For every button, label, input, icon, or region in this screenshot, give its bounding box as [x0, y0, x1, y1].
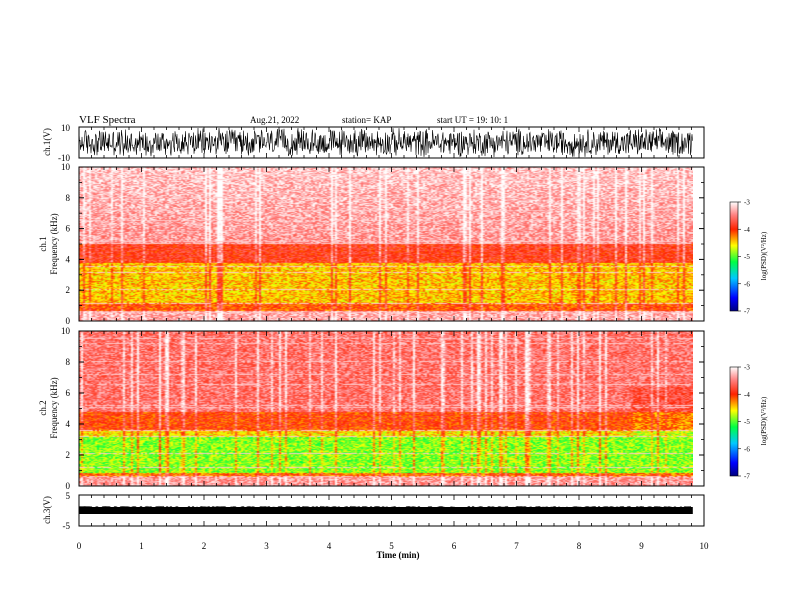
- spectrogram-ch2-panel: 10 8 6 4 2 0 ch.2 Frequency (kHz): [38, 326, 705, 491]
- colorbar-ch1-tick-label: -5: [744, 253, 750, 261]
- figure-title: VLF Spectra: [79, 114, 136, 126]
- spectrogram-ch2-ytick-label: 8: [66, 357, 71, 367]
- spectrogram-ch2-ytick-label: 2: [66, 450, 71, 460]
- time-axis-label: Time (min): [376, 550, 419, 560]
- ch3-wave-ylabel: ch.3(V): [42, 496, 52, 524]
- colorbar-ch2: -3 -4 -5 -6 -7 log(PSD)(V²/Hz): [729, 364, 768, 481]
- ch2-spectro-ylabel-line1: ch.2: [38, 400, 48, 415]
- colorbar-ch1-tick-label: -3: [744, 199, 750, 207]
- time-tick-label: 7: [514, 541, 519, 551]
- date-label: Aug.21, 2022: [250, 115, 299, 125]
- colorbar-ch1-tick-label: -7: [744, 308, 750, 316]
- ch1-ytick-bottom: -10: [58, 153, 70, 163]
- spectrogram-ch2-ytick-label: 4: [66, 419, 71, 429]
- colorbar-ch1-tick-label: -6: [744, 280, 750, 288]
- time-tick-label: 5: [389, 541, 394, 551]
- spectrogram-ch1-ytick-label: 2: [66, 285, 71, 295]
- spectrogram-ch1-ytick-label: 4: [66, 254, 71, 264]
- spectrogram-ch1-image: [79, 167, 693, 321]
- ch3-ytick-bottom: -5: [63, 521, 71, 531]
- time-tick-label: 2: [202, 541, 207, 551]
- time-tick-label: 9: [639, 541, 644, 551]
- waveform-ch3-edge: [78, 505, 692, 509]
- waveform-ch3-trace: [79, 507, 693, 514]
- time-tick-label: 6: [452, 541, 457, 551]
- colorbar-ch2-tick-label: -5: [744, 418, 750, 426]
- spectrogram-ch2-ytick-label: 0: [66, 481, 71, 491]
- ch2-spectro-ylabel-line2: Frequency (kHz): [49, 377, 59, 438]
- colorbar-ch2-tick-label: -6: [744, 445, 750, 453]
- ch1-wave-ylabel: ch.1(V): [42, 128, 52, 156]
- time-tick-label: 8: [577, 541, 582, 551]
- colorbar-ch2-tick-label: -3: [744, 364, 750, 372]
- time-tick-label: 4: [327, 541, 332, 551]
- spectrogram-ch2-image: [79, 331, 693, 486]
- colorbar-ch1-tick-label: -4: [744, 226, 750, 234]
- colorbar-ch2-tick-label: -7: [744, 473, 750, 481]
- ch3-ytick-top: 5: [66, 491, 71, 501]
- time-axis-ticks: [78, 127, 705, 526]
- spectrogram-ch1-ytick-label: 0: [66, 316, 71, 326]
- waveform-ch1-trace: [78, 127, 693, 158]
- station-label: station= KAP: [342, 115, 391, 125]
- time-axis-tick-labels: 0 1 2 3 4 5 6 7 8 9 10: [77, 541, 709, 551]
- time-tick-label: 10: [700, 541, 710, 551]
- spectrogram-ch2-ytick-label: 6: [66, 388, 71, 398]
- spectrogram-ch1-panel: 10 8 6 4 2 0 ch.1 Frequency (kHz): [38, 162, 705, 326]
- start-time-label: start UT = 19: 10: 1: [437, 115, 508, 125]
- spectrogram-ch1-ytick-label: 6: [66, 224, 71, 234]
- ch1-ytick-top: 10: [61, 123, 71, 133]
- time-tick-label: 0: [77, 541, 82, 551]
- ch1-spectro-ylabel-line1: ch.1: [38, 236, 48, 251]
- spectrogram-ch1-ytick-label: 10: [61, 162, 71, 172]
- ch1-spectro-ylabel-line2: Frequency (kHz): [49, 213, 59, 274]
- spectrogram-ch2-ytick-label: 10: [61, 326, 71, 336]
- time-tick-label: 3: [264, 541, 269, 551]
- spectrogram-ch1-ytick-label: 8: [66, 193, 71, 203]
- colorbar-ch2-tick-label: -4: [744, 391, 750, 399]
- time-tick-label: 1: [139, 541, 144, 551]
- colorbar-ch1-label: log(PSD)(V²/Hz): [760, 231, 768, 280]
- colorbar-ch2-label: log(PSD)(V²/Hz): [760, 396, 768, 445]
- colorbar-ch1: -3 -4 -5 -6 -7 log(PSD)(V²/Hz): [729, 199, 768, 316]
